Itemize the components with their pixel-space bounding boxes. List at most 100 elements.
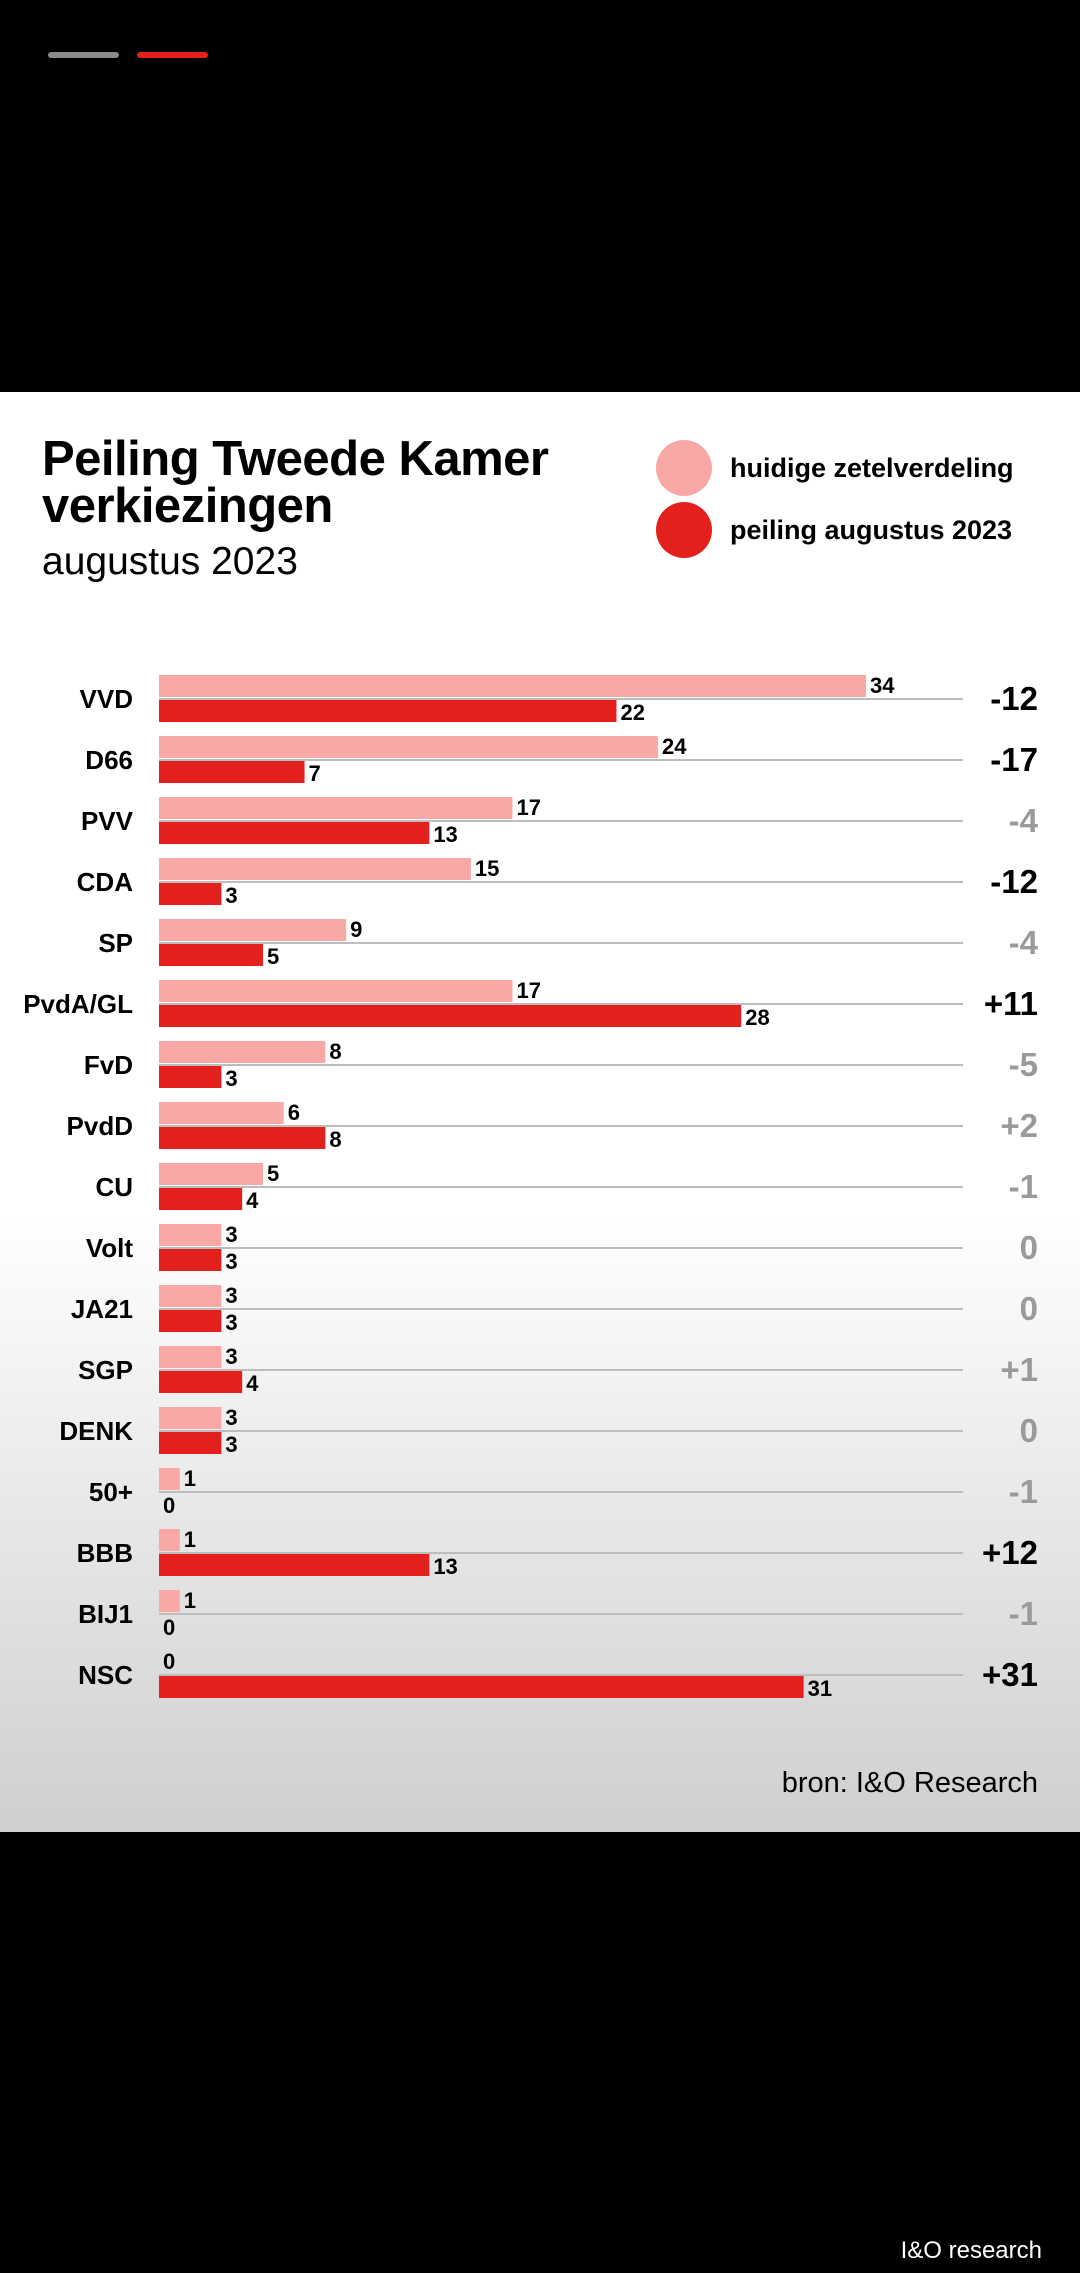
value-label-poll: 4 bbox=[246, 1188, 259, 1213]
difference-label: +11 bbox=[984, 985, 1038, 1022]
legend-label: peiling augustus 2023 bbox=[730, 514, 1013, 545]
story-progress bbox=[48, 52, 208, 58]
value-label-poll: 13 bbox=[433, 822, 457, 847]
bar-poll bbox=[159, 883, 222, 905]
difference-label: +12 bbox=[982, 1534, 1038, 1571]
bar-current bbox=[159, 919, 347, 941]
category-label: BBB bbox=[77, 1538, 133, 1568]
value-label-current: 0 bbox=[163, 1649, 175, 1674]
category-label: VVD bbox=[80, 684, 133, 714]
value-label-poll: 22 bbox=[620, 700, 644, 725]
value-label-current: 5 bbox=[267, 1161, 279, 1186]
chart-title-line2: verkiezingen bbox=[42, 479, 333, 533]
legend-item-poll: peiling augustus 2023 bbox=[656, 502, 1014, 558]
value-label-current: 3 bbox=[225, 1222, 237, 1247]
bar-poll bbox=[159, 1249, 222, 1271]
bar-poll bbox=[159, 1188, 243, 1210]
value-label-current: 6 bbox=[288, 1100, 300, 1125]
value-label-poll: 3 bbox=[225, 1066, 237, 1091]
difference-label: +2 bbox=[1000, 1107, 1038, 1144]
poll-card: Peiling Tweede Kamer verkiezingen august… bbox=[0, 392, 1080, 1832]
category-label: CU bbox=[95, 1172, 133, 1202]
difference-label: +1 bbox=[1000, 1351, 1038, 1388]
category-label: D66 bbox=[85, 745, 133, 775]
difference-label: 0 bbox=[1020, 1412, 1038, 1449]
category-label: BIJ1 bbox=[78, 1599, 133, 1629]
difference-label: -4 bbox=[1009, 802, 1039, 839]
bar-current bbox=[159, 980, 513, 1002]
difference-label: -12 bbox=[990, 863, 1038, 900]
category-label: FvD bbox=[84, 1050, 133, 1080]
bar-current bbox=[159, 1407, 222, 1429]
chart-legend: huidige zetelverdeling peiling augustus … bbox=[656, 440, 1014, 564]
value-label-current: 1 bbox=[184, 1588, 196, 1613]
chart-subtitle: augustus 2023 bbox=[42, 540, 298, 583]
value-label-current: 1 bbox=[184, 1527, 196, 1552]
difference-label: -12 bbox=[990, 680, 1038, 717]
bar-current bbox=[159, 1285, 222, 1307]
difference-label: 0 bbox=[1020, 1229, 1038, 1266]
bar-current bbox=[159, 1163, 263, 1185]
legend-dot-icon bbox=[656, 502, 712, 558]
category-label: SGP bbox=[78, 1355, 133, 1385]
value-label-poll: 4 bbox=[246, 1371, 259, 1396]
value-label-current: 3 bbox=[225, 1344, 237, 1369]
category-label: JA21 bbox=[71, 1294, 133, 1324]
bar-poll bbox=[159, 1066, 222, 1088]
chart-title-line1: Peiling Tweede Kamer bbox=[42, 432, 549, 486]
source-note: bron: I&O Research bbox=[781, 1767, 1038, 1799]
bar-current bbox=[159, 858, 471, 880]
bar-poll bbox=[159, 1371, 243, 1393]
category-label: SP bbox=[98, 928, 133, 958]
category-label: 50+ bbox=[89, 1477, 133, 1507]
value-label-poll: 0 bbox=[163, 1615, 175, 1640]
difference-label: -1 bbox=[1009, 1168, 1038, 1205]
value-label-poll: 28 bbox=[745, 1005, 769, 1030]
bar-poll bbox=[159, 822, 430, 844]
category-label: PvdD bbox=[67, 1111, 133, 1141]
bar-poll bbox=[159, 1676, 804, 1698]
difference-label: -1 bbox=[1009, 1595, 1038, 1632]
difference-label: -17 bbox=[990, 741, 1038, 778]
value-label-poll: 31 bbox=[808, 1676, 832, 1701]
value-label-current: 15 bbox=[475, 856, 499, 881]
bar-current bbox=[159, 1041, 326, 1063]
bar-poll bbox=[159, 1310, 222, 1332]
bar-current bbox=[159, 1102, 284, 1124]
value-label-poll: 8 bbox=[329, 1127, 341, 1152]
bar-current bbox=[159, 1590, 180, 1612]
bar-current bbox=[159, 736, 659, 758]
category-label: PVV bbox=[81, 806, 134, 836]
bar-poll bbox=[159, 1005, 742, 1027]
legend-label: huidige zetelverdeling bbox=[730, 452, 1014, 483]
bar-current bbox=[159, 797, 513, 819]
value-label-current: 3 bbox=[225, 1405, 237, 1430]
progress-segment-2[interactable] bbox=[137, 52, 208, 58]
value-label-current: 34 bbox=[870, 673, 895, 698]
bar-poll bbox=[159, 1432, 222, 1454]
value-label-current: 1 bbox=[184, 1466, 196, 1491]
bar-poll bbox=[159, 700, 617, 722]
difference-label: -1 bbox=[1009, 1473, 1038, 1510]
bar-current bbox=[159, 1346, 222, 1368]
value-label-poll: 3 bbox=[225, 1432, 237, 1457]
value-label-poll: 13 bbox=[433, 1554, 457, 1579]
value-label-poll: 3 bbox=[225, 1310, 237, 1335]
category-label: DENK bbox=[59, 1416, 133, 1446]
category-label: CDA bbox=[77, 867, 134, 897]
progress-segment-1[interactable] bbox=[48, 52, 119, 58]
bar-poll bbox=[159, 1127, 326, 1149]
value-label-current: 24 bbox=[662, 734, 687, 759]
value-label-poll: 5 bbox=[267, 944, 279, 969]
bar-poll bbox=[159, 944, 263, 966]
category-label: PvdA/GL bbox=[23, 989, 133, 1019]
legend-dot-icon bbox=[656, 440, 712, 496]
difference-label: -5 bbox=[1009, 1046, 1038, 1083]
value-label-current: 3 bbox=[225, 1283, 237, 1308]
value-label-poll: 7 bbox=[309, 761, 321, 786]
chart-title: Peiling Tweede Kamer verkiezingen bbox=[42, 435, 549, 533]
category-label: NSC bbox=[78, 1660, 133, 1690]
value-label-current: 17 bbox=[517, 795, 541, 820]
bar-current bbox=[159, 1529, 180, 1551]
